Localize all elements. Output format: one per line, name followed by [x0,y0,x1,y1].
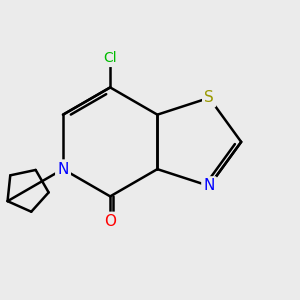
Text: N: N [57,162,69,177]
Text: S: S [204,90,214,105]
Text: N: N [203,178,215,194]
Text: Cl: Cl [103,51,117,65]
Text: O: O [104,214,116,229]
